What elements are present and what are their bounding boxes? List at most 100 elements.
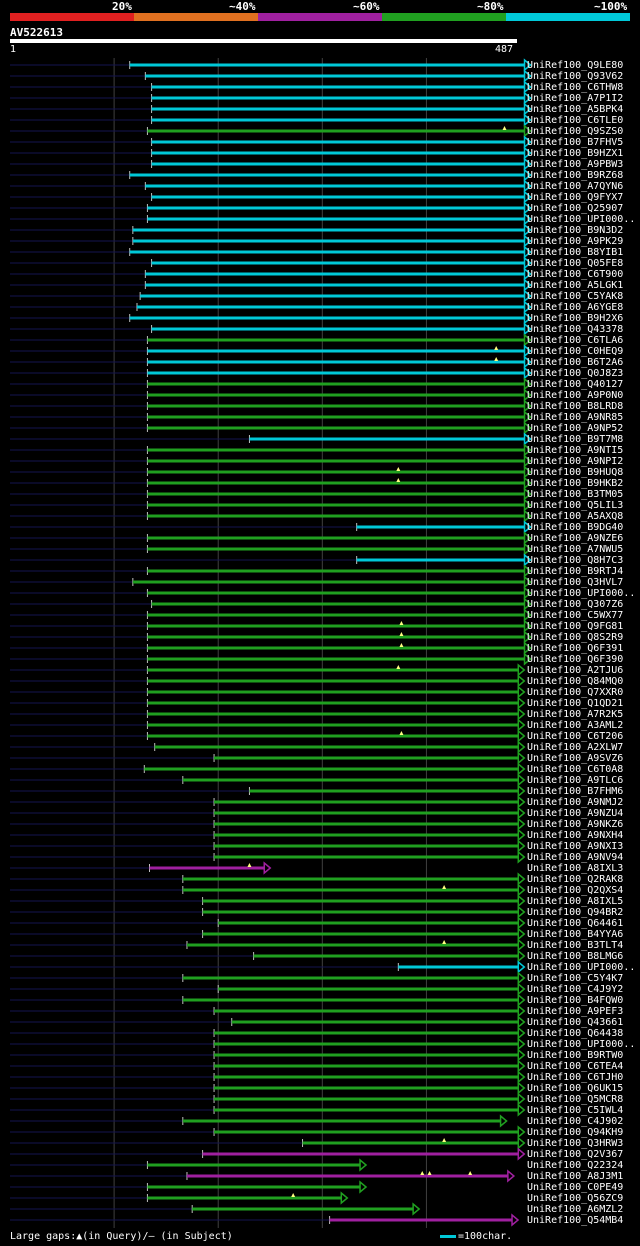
hit-row[interactable]: UniRef100_Q5LIL3 (10, 498, 623, 512)
hit-label[interactable]: UniRef100_A9NXI3 (527, 841, 623, 852)
hit-row[interactable]: UniRef100_A7R2K5 (10, 707, 623, 721)
hit-label[interactable]: UniRef100_Q94KH9 (527, 1127, 623, 1138)
hit-row[interactable]: UniRef100_C5WX77 (10, 608, 623, 622)
hit-label[interactable]: UniRef100_A7R2K5 (527, 709, 623, 720)
hit-label[interactable]: UniRef100_B8YIB1 (527, 247, 623, 258)
hit-row[interactable]: UniRef100_Q84MQ0 (10, 674, 623, 688)
hit-row[interactable]: UniRef100_A9NV94 (10, 850, 623, 864)
hit-row[interactable]: UniRef100_A9NZE6 (10, 531, 623, 545)
hit-row[interactable]: UniRef100_A5BPK4 (10, 102, 623, 116)
hit-row[interactable]: UniRef100_Q22324 (10, 1158, 623, 1172)
hit-row[interactable]: UniRef100_A7QYN6 (10, 179, 623, 193)
hit-label[interactable]: UniRef100_Q56ZC9 (527, 1193, 623, 1204)
hit-row[interactable]: UniRef100_A5LGK1 (10, 278, 623, 292)
hit-row[interactable]: UniRef100_A9NP52 (10, 421, 623, 435)
hit-label[interactable]: UniRef100_Q40127 (527, 379, 623, 390)
hit-row[interactable]: UniRef100_Q2V367 (10, 1147, 623, 1161)
hit-row[interactable]: UniRef100_A9TLC6 (10, 773, 623, 787)
hit-row[interactable]: UniRef100_B9HZX1 (10, 146, 623, 160)
hit-row[interactable]: UniRef100_Q2RAK8 (10, 872, 623, 886)
hit-row[interactable]: UniRef100_B9N3D2 (10, 223, 623, 237)
hit-row[interactable]: UniRef100_B8LMG6 (10, 949, 623, 963)
hit-label[interactable]: UniRef100_Q8S2R9 (527, 632, 623, 643)
hit-label[interactable]: UniRef100_A9NXH4 (527, 830, 623, 841)
hit-row[interactable]: UniRef100_Q94BR2 (10, 905, 623, 919)
hit-label[interactable]: UniRef100_C0PE49 (527, 1182, 623, 1193)
hit-row[interactable]: UniRef100_B4FQW0 (10, 993, 623, 1007)
hit-row[interactable]: UniRef100_Q9FG81 (10, 619, 623, 633)
hit-label[interactable]: UniRef100_B9T7M8 (527, 434, 623, 445)
hit-label[interactable]: UniRef100_A7NWU5 (527, 544, 623, 555)
hit-row[interactable]: UniRef100_Q05FE8 (10, 256, 623, 270)
hit-label[interactable]: UniRef100_Q93V62 (527, 71, 623, 82)
hit-row[interactable]: UniRef100_Q3HRW3 (10, 1136, 623, 1150)
hit-row[interactable]: UniRef100_A9SVZ6 (10, 751, 623, 765)
hit-label[interactable]: UniRef100_A6MZL2 (527, 1204, 623, 1215)
hit-label[interactable]: UniRef100_C5IWL4 (527, 1105, 623, 1116)
hit-row[interactable]: UniRef100_A7NWU5 (10, 542, 623, 556)
hit-label[interactable]: UniRef100_C6TJH0 (527, 1072, 623, 1083)
hit-label[interactable]: UniRef100_Q43661 (527, 1017, 623, 1028)
hit-row[interactable]: UniRef100_C6TLA6 (10, 333, 623, 347)
hit-label[interactable]: UniRef100_B9RTW0 (527, 1050, 623, 1061)
hit-label[interactable]: UniRef100_Q64461 (527, 918, 623, 929)
hit-row[interactable]: UniRef100_B9HKB2 (10, 476, 623, 490)
hit-row[interactable]: UniRef100_A9P0N0 (10, 388, 623, 402)
hit-label[interactable]: UniRef100_A9PK29 (527, 236, 623, 247)
hit-row[interactable]: UniRef100_A2XLW7 (10, 740, 623, 754)
hit-row[interactable]: UniRef100_Q56ZC9 (10, 1191, 623, 1205)
hit-label[interactable]: UniRef100_B9N3D2 (527, 225, 623, 236)
hit-row[interactable]: UniRef100_UPI000.. (10, 586, 635, 600)
hit-label[interactable]: UniRef100_Q2V367 (527, 1149, 623, 1160)
hit-label[interactable]: UniRef100_Q9SZS0 (527, 126, 623, 137)
hit-row[interactable]: UniRef100_A9NXH4 (10, 828, 623, 842)
hit-label[interactable]: UniRef100_C5YAK8 (527, 291, 623, 302)
hit-label[interactable]: UniRef100_B9RTJ4 (527, 566, 623, 577)
hit-label[interactable]: UniRef100_B9HUQ8 (527, 467, 623, 478)
hit-label[interactable]: UniRef100_Q5LIL3 (527, 500, 623, 511)
hit-row[interactable]: UniRef100_Q9FYX7 (10, 190, 623, 204)
hit-row[interactable]: UniRef100_A9NKZ6 (10, 817, 623, 831)
hit-row[interactable]: UniRef100_A8IXL5 (10, 894, 623, 908)
hit-label[interactable]: UniRef100_A9NZU4 (527, 808, 623, 819)
hit-label[interactable]: UniRef100_A2XLW7 (527, 742, 623, 753)
hit-label[interactable]: UniRef100_Q8H7C3 (527, 555, 623, 566)
hit-label[interactable]: UniRef100_A8IXL3 (527, 863, 623, 874)
hit-row[interactable]: UniRef100_B9RTJ4 (10, 564, 623, 578)
hit-row[interactable]: UniRef100_UPI000.. (10, 960, 635, 974)
hit-row[interactable]: UniRef100_C4J902 (10, 1114, 623, 1128)
hit-row[interactable]: UniRef100_Q0J8Z3 (10, 366, 623, 380)
hit-label[interactable]: UniRef100_Q7XXR0 (527, 687, 623, 698)
hit-row[interactable]: UniRef100_A2TJU6 (10, 663, 623, 677)
hit-row[interactable]: UniRef100_B4YYA6 (10, 927, 623, 941)
hit-label[interactable]: UniRef100_C6T206 (527, 731, 623, 742)
hit-row[interactable]: UniRef100_Q8H7C3 (10, 553, 623, 567)
hit-row[interactable]: UniRef100_C0PE49 (10, 1180, 623, 1194)
hit-row[interactable]: UniRef100_B7FHM6 (10, 784, 623, 798)
hit-label[interactable]: UniRef100_A9PBW3 (527, 159, 623, 170)
hit-row[interactable]: UniRef100_C6T0A8 (10, 762, 623, 776)
hit-label[interactable]: UniRef100_Q2QXS4 (527, 885, 623, 896)
hit-label[interactable]: UniRef100_A9NMJ2 (527, 797, 623, 808)
hit-label[interactable]: UniRef100_C6TLA6 (527, 335, 623, 346)
hit-label[interactable]: UniRef100_A2TJU6 (527, 665, 623, 676)
hit-row[interactable]: UniRef100_A6YGE8 (10, 300, 623, 314)
hit-row[interactable]: UniRef100_B7FHV5 (10, 135, 623, 149)
hit-row[interactable]: UniRef100_A9NMJ2 (10, 795, 623, 809)
hit-label[interactable]: UniRef100_C0HEQ9 (527, 346, 623, 357)
hit-row[interactable]: UniRef100_UPI000.. (10, 1037, 635, 1051)
hit-row[interactable]: UniRef100_A9NR85 (10, 410, 623, 424)
hit-label[interactable]: UniRef100_A9SVZ6 (527, 753, 623, 764)
hit-row[interactable]: UniRef100_A9NTI5 (10, 443, 623, 457)
hit-row[interactable]: UniRef100_B9H2X6 (10, 311, 623, 325)
hit-label[interactable]: UniRef100_A7P1I2 (527, 93, 623, 104)
hit-row[interactable]: UniRef100_A8J3M1 (10, 1169, 623, 1183)
hit-label[interactable]: UniRef100_A6YGE8 (527, 302, 623, 313)
hit-label[interactable]: UniRef100_C6T0A8 (527, 764, 623, 775)
hit-label[interactable]: UniRef100_Q9FYX7 (527, 192, 623, 203)
hit-label[interactable]: UniRef100_B6T2A6 (527, 357, 623, 368)
hit-row[interactable]: UniRef100_C5YAK8 (10, 289, 623, 303)
hit-label[interactable]: UniRef100_B9HKB2 (527, 478, 623, 489)
hit-row[interactable]: UniRef100_Q6UK15 (10, 1081, 623, 1095)
hit-label[interactable]: UniRef100_B9RZ68 (527, 170, 623, 181)
